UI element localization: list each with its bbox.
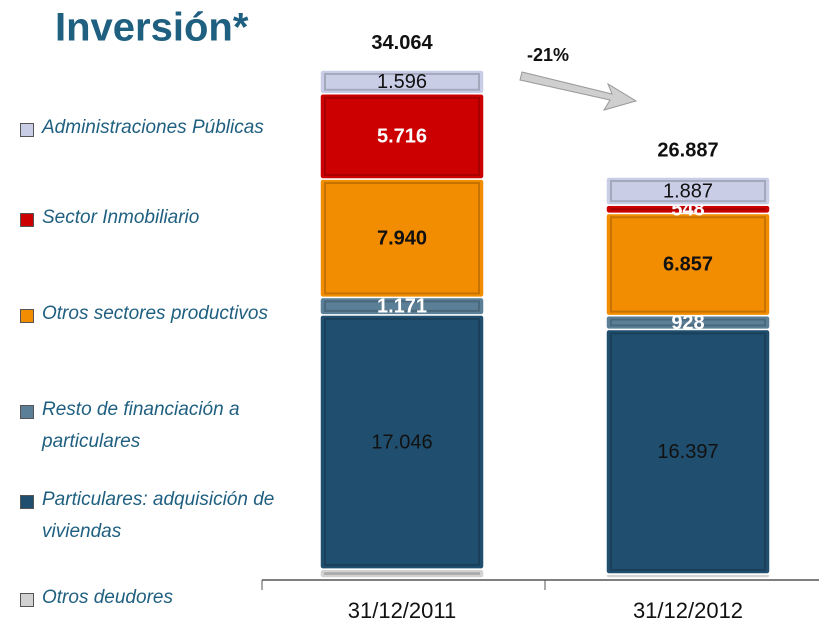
x-tick-label: 31/12/2012	[633, 598, 743, 623]
value-label: 1.171	[377, 295, 427, 317]
total-label: 26.887	[657, 139, 718, 161]
x-tick-label: 31/12/2011	[348, 598, 456, 623]
bar-bevel	[324, 96, 480, 177]
bar-segment	[319, 69, 485, 95]
bar-bevel	[610, 216, 766, 313]
value-label: 7.940	[377, 228, 427, 250]
value-label: 6.857	[663, 254, 713, 276]
bar-bevel	[324, 72, 480, 91]
annotation: -21%	[527, 45, 569, 65]
value-label: 16.397	[657, 441, 718, 463]
chart-title: Inversión*	[55, 6, 249, 50]
legend-label: Particulares: adquisición de viviendas	[42, 489, 275, 542]
value-label: 1.596	[377, 71, 427, 93]
legend-swatch	[20, 495, 34, 509]
bar-bevel	[610, 179, 766, 203]
legend-swatch	[20, 123, 34, 137]
legend-swatch	[20, 405, 34, 419]
trend-arrow	[519, 71, 638, 111]
legend-entry: Otros sectores productivos	[18, 298, 297, 330]
legend-entry: Particulares: adquisición de viviendas	[18, 484, 297, 548]
legend-label: Sector Inmobiliario	[42, 207, 200, 228]
legend-label: Otros sectores productivos	[42, 303, 268, 324]
value-label: 1.887	[663, 180, 713, 202]
total-label: 34.064	[371, 32, 433, 54]
legend-swatch	[20, 309, 34, 323]
legend-label: Resto de financiación a particulares	[42, 399, 240, 452]
bar-bevel	[610, 332, 766, 571]
legend-entry: Sector Inmobiliario	[18, 202, 297, 234]
legend-swatch	[20, 593, 34, 607]
legend-entry: Administraciones Públicas	[18, 112, 297, 144]
value-label: 928	[671, 312, 704, 334]
bar-bevel	[324, 182, 480, 295]
legend-label: Administraciones Públicas	[42, 117, 264, 138]
value-label: 17.046	[371, 431, 432, 453]
legend-swatch	[20, 213, 34, 227]
legend-label: Otros deudores	[42, 587, 173, 608]
bar-bevel	[324, 572, 480, 575]
bar-bevel	[324, 300, 480, 312]
bar-bevel	[324, 317, 480, 567]
bar-segment	[605, 176, 771, 206]
legend-entry: Otros deudores	[18, 582, 297, 614]
bar-bevel	[610, 318, 766, 327]
value-label: 5.716	[377, 126, 427, 148]
legend-entry: Resto de financiación a particulares	[18, 394, 297, 458]
